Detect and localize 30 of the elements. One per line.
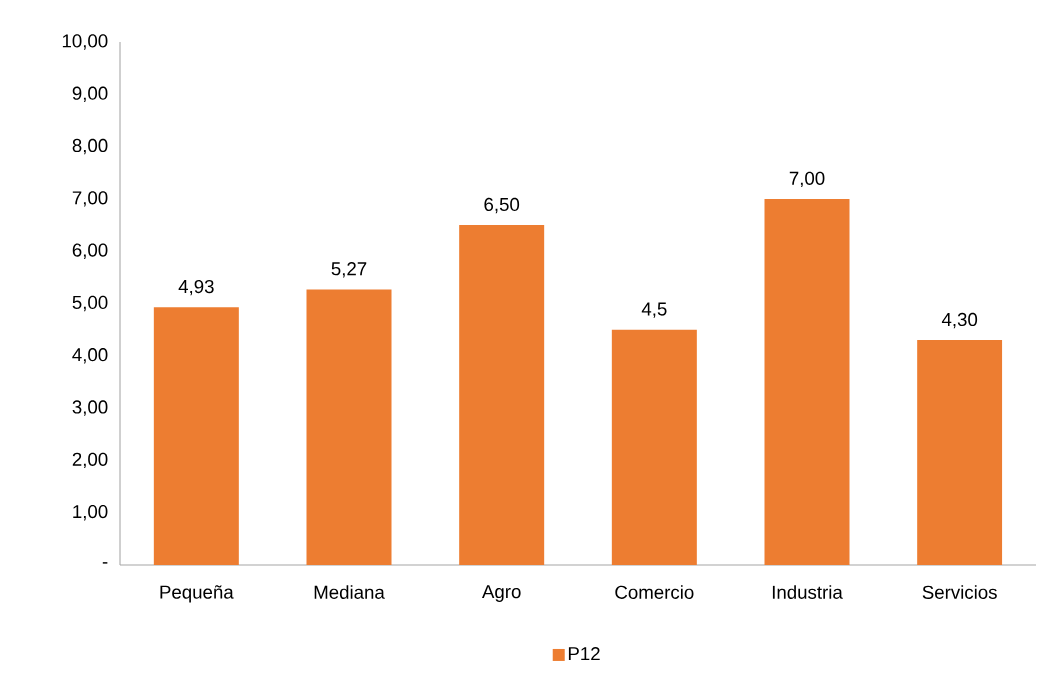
data-label: 7,00 [789,171,825,188]
bar [764,198,850,565]
y-tick-label: - [102,562,108,564]
y-tick-label: 2,00 [72,452,108,469]
y-tick-label: 4,00 [72,348,108,364]
bar [153,307,239,565]
y-tick-label: 8,00 [72,138,108,155]
bar [459,225,545,565]
data-label: 6,50 [484,197,520,214]
y-tick-label: 7,00 [72,191,108,207]
data-label: 4,93 [178,279,214,296]
data-label: 4,30 [941,312,978,329]
x-tick-label: Industria [772,585,843,599]
legend-label: P12 [568,647,600,661]
y-tick-label: 6,00 [72,243,108,259]
data-label: 5,27 [331,262,367,278]
bar [306,289,392,565]
x-tick-label: Agro [482,585,521,602]
x-tick-label: Servicios [922,585,997,599]
x-tick-label: Pequeña [160,585,234,603]
bar [611,329,697,565]
y-tick-label: 3,00 [72,400,108,416]
y-tick-label: 10,00 [62,34,108,50]
y-tick-label: 9,00 [72,86,108,102]
bar [917,340,1003,565]
x-tick-label: Comercio [615,585,694,599]
y-tick-label: 5,00 [72,295,108,312]
data-label: 4,5 [641,302,667,318]
y-tick-label: 1,00 [73,504,108,521]
x-tick-label: Mediana [314,585,385,599]
